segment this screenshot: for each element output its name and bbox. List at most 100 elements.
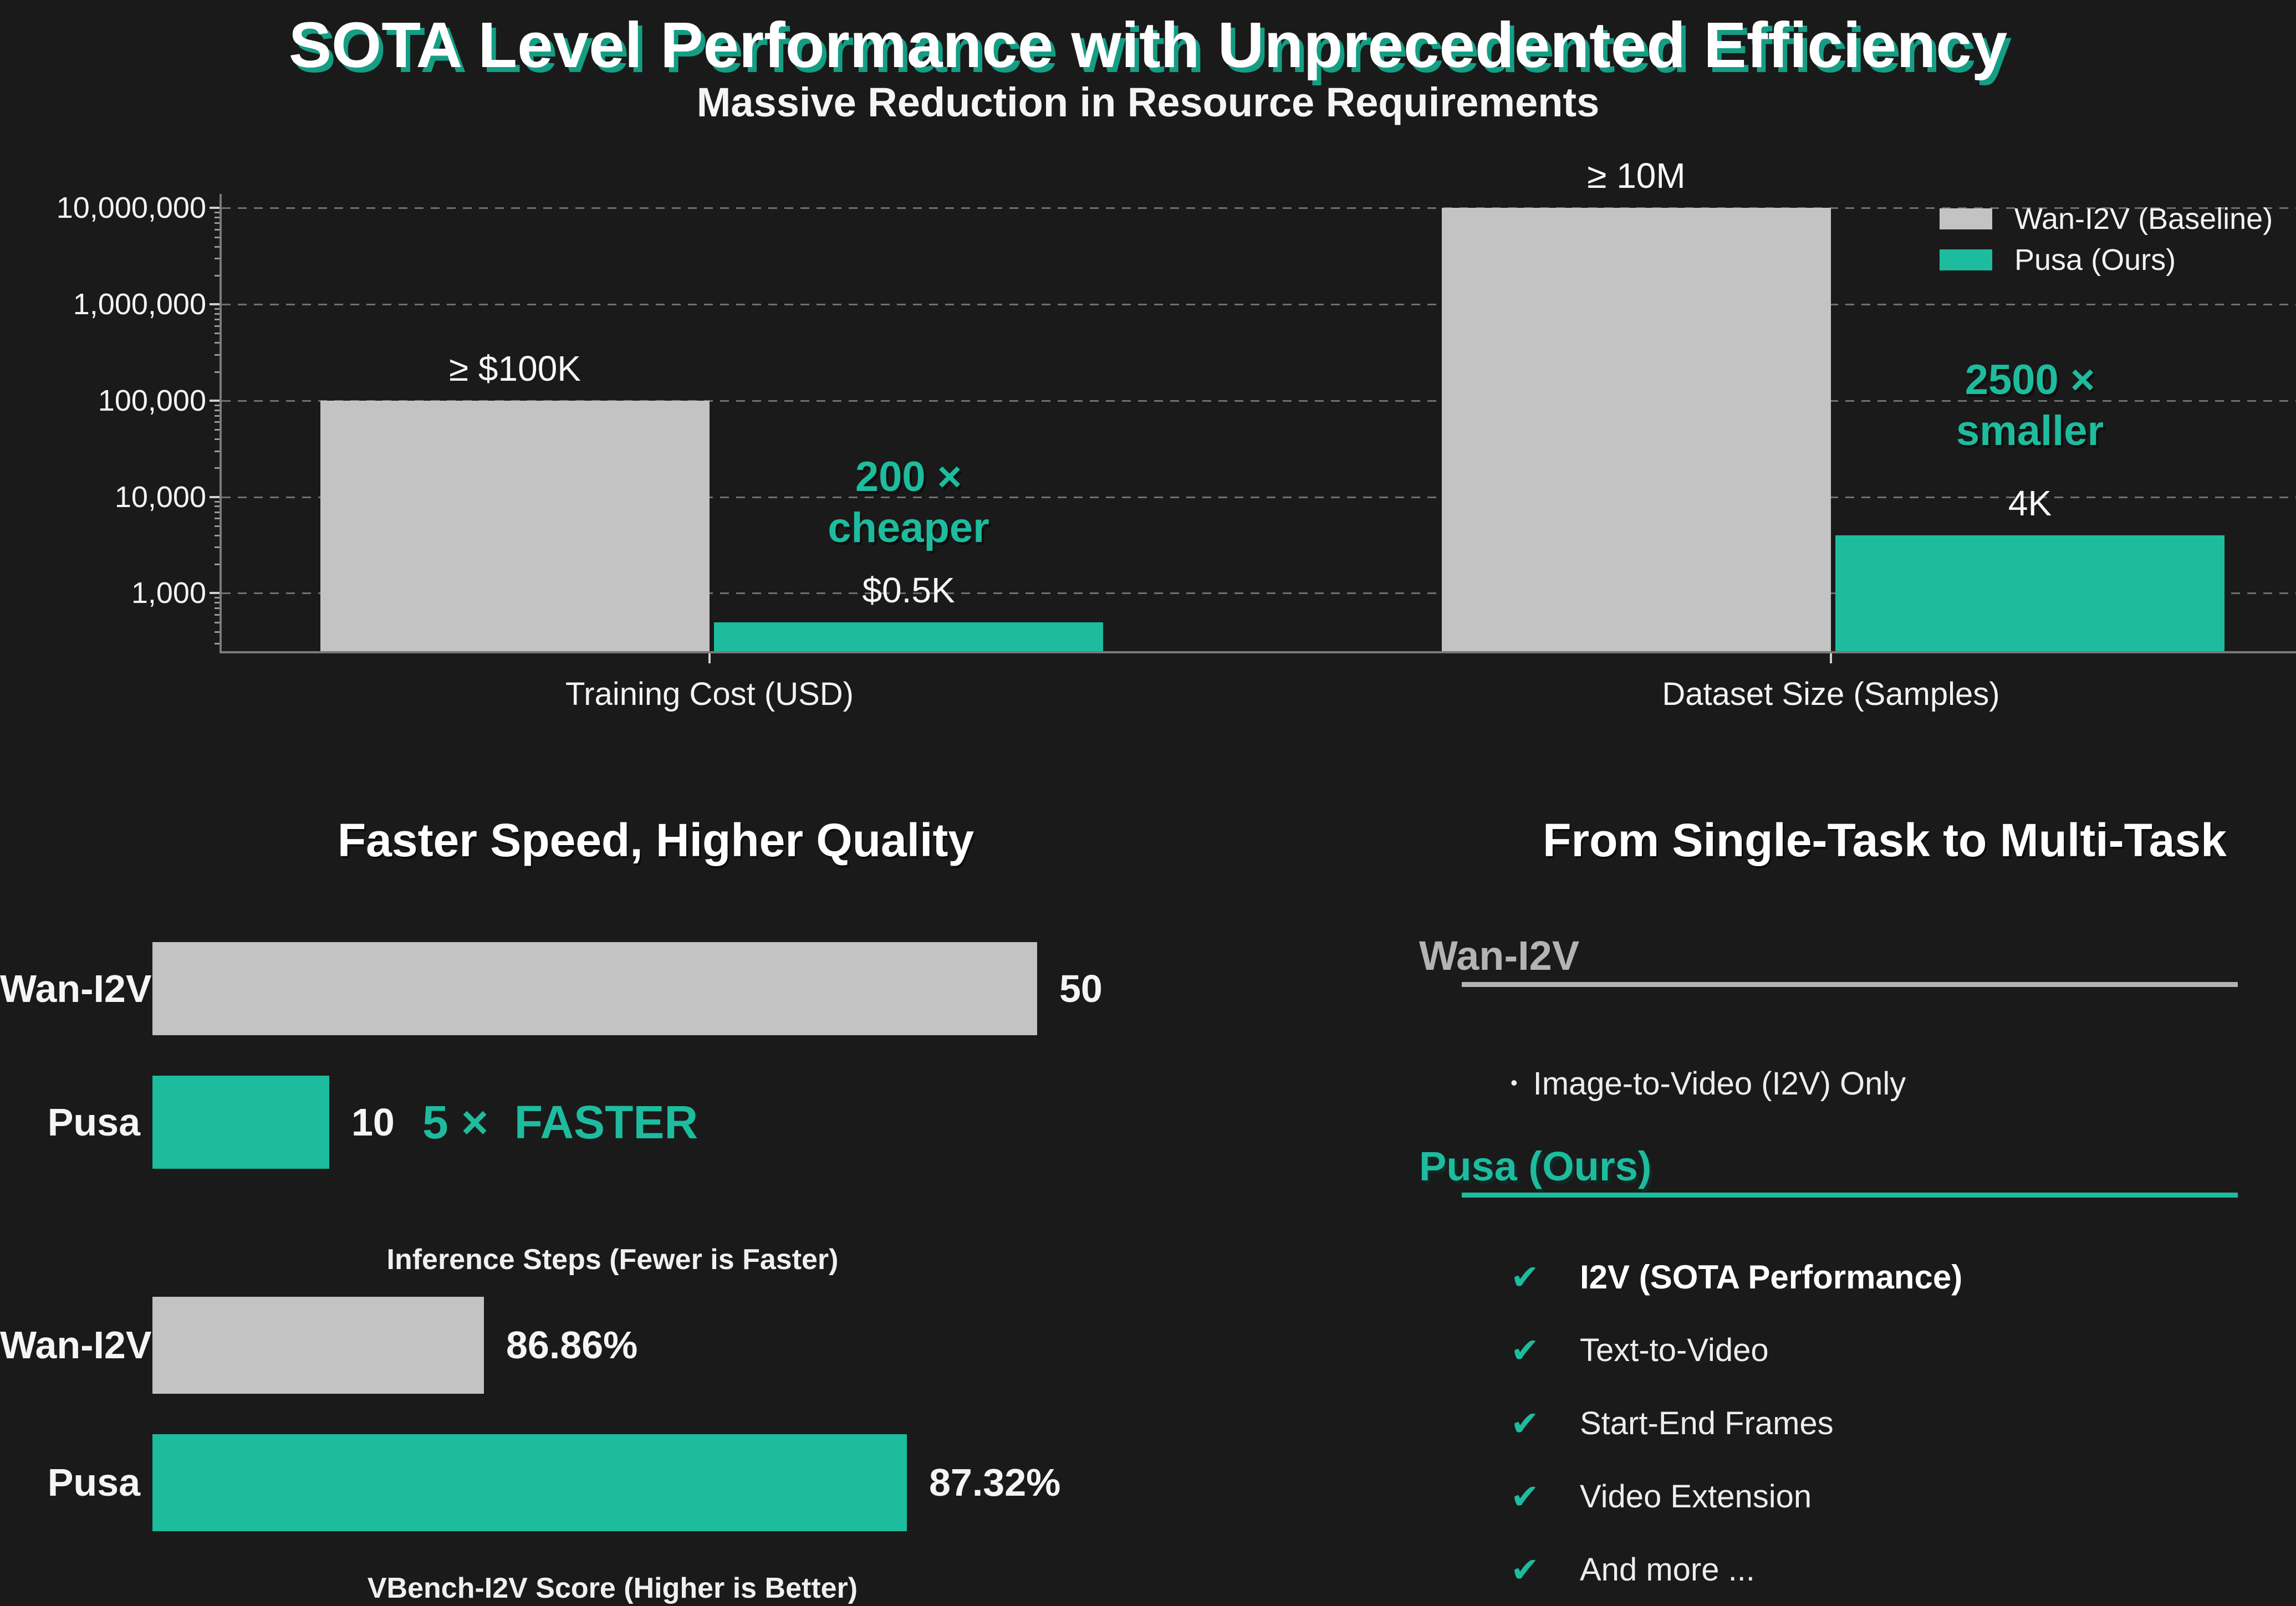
- checklist-item: ✔ Text-to-Video: [1511, 1313, 2287, 1387]
- y-minor-tick: [215, 602, 222, 603]
- y-major-tick: [210, 207, 222, 209]
- y-tick-label: 10,000: [114, 480, 206, 514]
- y-minor-tick: [215, 354, 222, 356]
- hbar-label-wan-i2v: Wan-I2V: [0, 967, 152, 1010]
- bar-ours-0: [714, 622, 1103, 651]
- gridline: [222, 400, 2296, 402]
- wan-bullet-label: Image-to-Video (I2V) Only: [1533, 1066, 1906, 1102]
- right-section-title: From Single-Task to Multi-Task: [1543, 814, 2227, 866]
- ratio-note-line: 2500 ×: [1965, 356, 2095, 403]
- annotation-ours-0: $0.5K: [862, 570, 955, 610]
- chart-legend: Wan-I2V (Baseline) Pusa (Ours): [1940, 198, 2273, 280]
- annotation-baseline-0: ≥ $100K: [449, 349, 581, 388]
- x-tick-0: [708, 653, 711, 663]
- left-section-title: Faster Speed, Higher Quality: [337, 814, 974, 866]
- ratio-note-1: 2500 × smaller: [1956, 355, 2104, 457]
- y-minor-tick: [215, 451, 222, 452]
- y-minor-tick: [215, 405, 222, 406]
- y-minor-tick: [215, 319, 222, 320]
- hbar-label-wan-i2v: Wan-I2V: [0, 1323, 152, 1367]
- y-minor-tick: [215, 275, 222, 277]
- x-axis-label-0: Training Cost (USD): [565, 676, 854, 712]
- checklist-item-label: Video Extension: [1580, 1478, 1812, 1515]
- y-minor-tick: [215, 313, 222, 315]
- wan-underline: [1462, 982, 2238, 987]
- hbar-vbench_score-pusa: [152, 1434, 907, 1531]
- ratio-note-line: 200 ×: [855, 453, 962, 500]
- speedup-note: 5 × FASTER: [422, 1096, 698, 1148]
- y-minor-tick: [215, 505, 222, 507]
- y-minor-tick: [215, 258, 222, 259]
- y-major-tick: [210, 400, 222, 402]
- check-icon: ✔: [1511, 1477, 1539, 1516]
- y-minor-tick: [215, 222, 222, 224]
- hbar-inference_steps-wan-i2v: [152, 942, 1037, 1035]
- y-major-tick: [210, 496, 222, 498]
- bar-baseline-0: [320, 401, 710, 651]
- y-minor-tick: [215, 333, 222, 334]
- hbar-inference_steps-pusa: [152, 1076, 329, 1169]
- y-minor-tick: [215, 325, 222, 327]
- bar-ours-1: [1835, 535, 2224, 651]
- y-minor-tick: [215, 342, 222, 344]
- y-tick-label: 1,000,000: [73, 288, 206, 321]
- y-minor-tick: [215, 607, 222, 609]
- y-minor-tick: [215, 217, 222, 218]
- y-minor-tick: [215, 643, 222, 645]
- wan-bullet-item: • Image-to-Video (I2V) Only: [1511, 1065, 1906, 1102]
- pusa-heading: Pusa (Ours): [1419, 1143, 1652, 1189]
- y-minor-tick: [215, 438, 222, 440]
- checklist-item-label: And more ...: [1580, 1551, 1755, 1588]
- pusa-underline: [1462, 1193, 2238, 1198]
- checklist-item-label: Text-to-Video: [1580, 1332, 1769, 1368]
- y-minor-tick: [215, 229, 222, 231]
- y-axis-spine: [220, 194, 222, 653]
- y-minor-tick: [215, 501, 222, 503]
- y-minor-tick: [215, 421, 222, 423]
- check-icon: ✔: [1511, 1258, 1539, 1297]
- y-tick-label: 100,000: [98, 384, 206, 417]
- y-minor-tick: [215, 410, 222, 411]
- pusa-checklist: ✔ I2V (SOTA Performance) ✔ Text-to-Video ✔ St…: [1511, 1240, 2287, 1606]
- gridline: [222, 497, 2296, 498]
- ratio-note-line: smaller: [1956, 407, 2104, 454]
- x-axis-spine: [220, 651, 2296, 653]
- check-icon: ✔: [1511, 1551, 1539, 1589]
- ratio-note-line: cheaper: [828, 504, 989, 551]
- legend-row-baseline: Wan-I2V (Baseline): [1940, 198, 2273, 239]
- annotation-baseline-1: ≥ 10M: [1587, 156, 1686, 196]
- legend-label-baseline: Wan-I2V (Baseline): [2014, 202, 2273, 236]
- y-minor-tick: [215, 467, 222, 469]
- legend-row-ours: Pusa (Ours): [1940, 239, 2273, 280]
- x-axis-label-1: Dataset Size (Samples): [1662, 676, 2000, 712]
- y-minor-tick: [215, 564, 222, 565]
- hbar-value-inference_steps-wan-i2v: 50: [1059, 967, 1103, 1010]
- inference-steps-caption: Inference Steps (Fewer is Faster): [386, 1244, 839, 1276]
- checklist-item-label: Start-End Frames: [1580, 1405, 1834, 1441]
- y-minor-tick: [215, 371, 222, 373]
- checklist-item: ✔ And more ...: [1511, 1533, 2287, 1606]
- y-minor-tick: [215, 631, 222, 633]
- hbar-vbench_score-wan-i2v: [152, 1297, 484, 1394]
- hbar-value-inference_steps-pusa: 10: [351, 1101, 395, 1144]
- y-minor-tick: [215, 308, 222, 310]
- bullet-icon: •: [1511, 1071, 1518, 1094]
- page-title: SOTA Level Performance with Unprecedente…: [288, 9, 2008, 81]
- y-minor-tick: [215, 525, 222, 527]
- y-tick-label: 10,000,000: [56, 191, 206, 224]
- y-minor-tick: [215, 614, 222, 616]
- checklist-item: ✔ I2V (SOTA Performance): [1511, 1240, 2287, 1313]
- bar-baseline-1: [1442, 208, 1831, 651]
- hbar-value-vbench_score-pusa: 87.32%: [929, 1461, 1061, 1504]
- vbench-score-caption: VBench-I2V Score (Higher is Better): [367, 1572, 858, 1604]
- y-minor-tick: [215, 512, 222, 513]
- y-minor-tick: [215, 212, 222, 213]
- y-minor-tick: [215, 246, 222, 248]
- y-major-tick: [210, 303, 222, 305]
- y-minor-tick: [215, 237, 222, 238]
- y-minor-tick: [215, 546, 222, 548]
- wan-heading: Wan-I2V: [1419, 933, 1580, 979]
- gridline: [222, 304, 2296, 305]
- legend-label-ours: Pusa (Ours): [2014, 243, 2176, 277]
